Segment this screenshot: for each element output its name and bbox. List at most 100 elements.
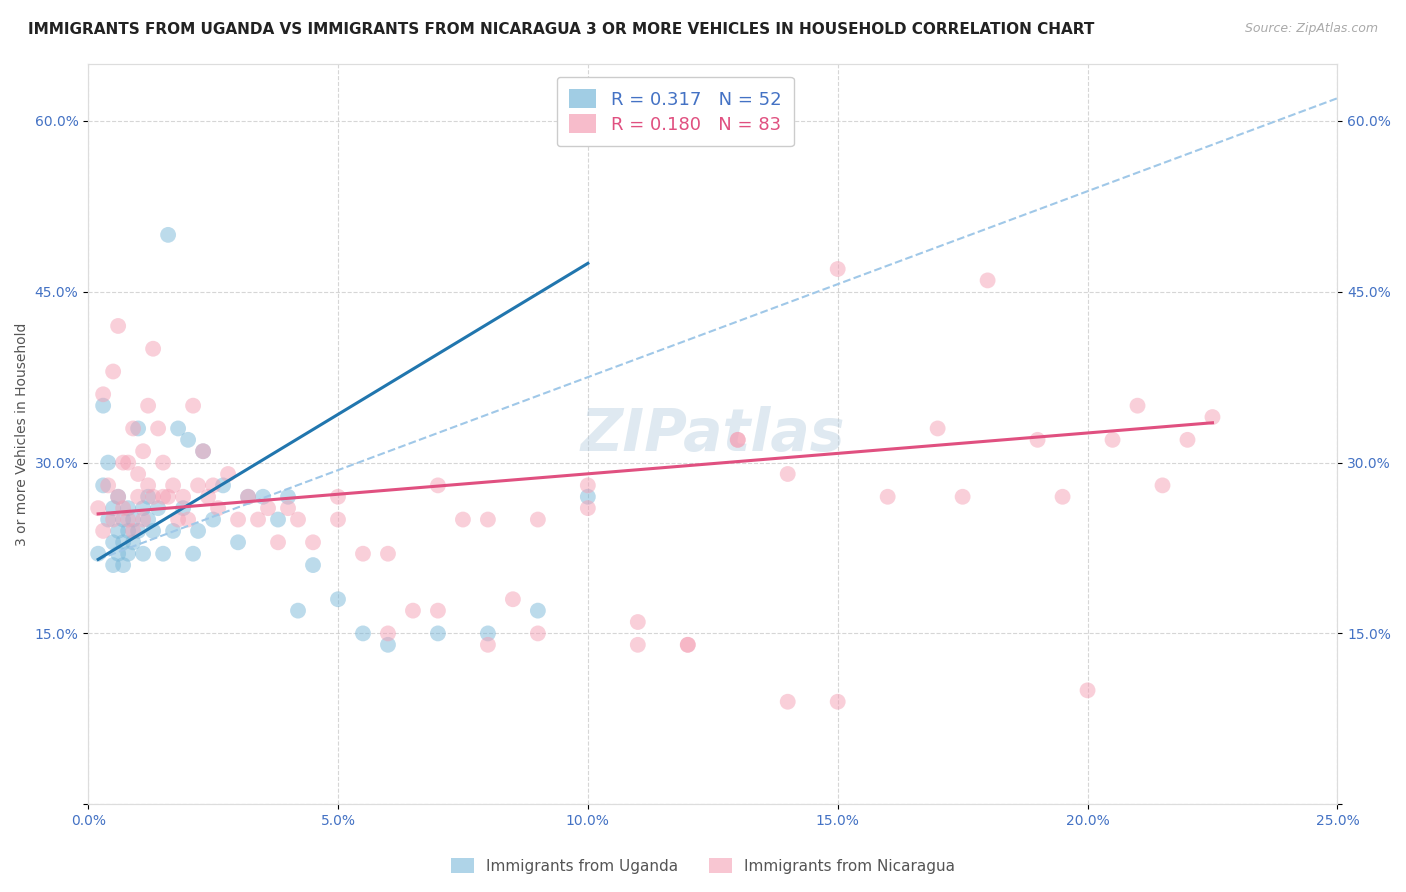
Point [527, 626, 550, 640]
Point [122, 524, 145, 538]
Point [167, 512, 190, 526]
Point [302, 558, 325, 573]
Point [202, 478, 225, 492]
Point [91, 387, 114, 401]
Point [247, 512, 270, 526]
Point [97, 456, 120, 470]
Y-axis label: 3 or more Vehicles in Household: 3 or more Vehicles in Household [15, 322, 30, 546]
Point [132, 501, 155, 516]
Point [117, 524, 139, 538]
Point [1026, 433, 1049, 447]
Point [162, 524, 184, 538]
Legend: R = 0.317   N = 52, R = 0.180   N = 83: R = 0.317 N = 52, R = 0.180 N = 83 [557, 77, 794, 146]
Point [302, 535, 325, 549]
Point [136, 512, 159, 526]
Point [502, 592, 524, 607]
Point [122, 421, 145, 435]
Point [167, 421, 190, 435]
Point [132, 547, 155, 561]
Point [576, 501, 599, 516]
Point [91, 399, 114, 413]
Point [117, 501, 139, 516]
Point [162, 478, 184, 492]
Point [1201, 410, 1223, 425]
Point [101, 501, 124, 516]
Point [112, 558, 135, 573]
Point [87, 501, 110, 516]
Point [426, 626, 449, 640]
Point [97, 478, 120, 492]
Point [152, 490, 174, 504]
Point [676, 638, 699, 652]
Point [727, 433, 749, 447]
Point [402, 604, 425, 618]
Point [117, 456, 139, 470]
Point [117, 547, 139, 561]
Point [101, 512, 124, 526]
Point [1101, 433, 1123, 447]
Point [101, 364, 124, 378]
Point [207, 501, 229, 516]
Point [202, 512, 225, 526]
Point [1052, 490, 1074, 504]
Point [107, 547, 129, 561]
Point [127, 467, 149, 481]
Point [197, 490, 219, 504]
Point [97, 512, 120, 526]
Point [477, 638, 499, 652]
Point [146, 421, 169, 435]
Point [172, 490, 194, 504]
Point [827, 262, 849, 277]
Point [287, 512, 309, 526]
Point [181, 547, 204, 561]
Point [1177, 433, 1199, 447]
Point [132, 444, 155, 458]
Point [157, 227, 180, 242]
Point [326, 512, 349, 526]
Point [187, 524, 209, 538]
Point [326, 490, 349, 504]
Point [112, 456, 135, 470]
Point [212, 478, 235, 492]
Point [187, 478, 209, 492]
Point [152, 456, 174, 470]
Point [127, 421, 149, 435]
Point [177, 512, 200, 526]
Point [107, 524, 129, 538]
Point [776, 695, 799, 709]
Point [112, 535, 135, 549]
Point [226, 512, 249, 526]
Point [152, 547, 174, 561]
Point [976, 273, 998, 287]
Point [136, 478, 159, 492]
Point [181, 399, 204, 413]
Point [377, 626, 399, 640]
Point [112, 501, 135, 516]
Point [172, 501, 194, 516]
Text: IMMIGRANTS FROM UGANDA VS IMMIGRANTS FROM NICARAGUA 3 OR MORE VEHICLES IN HOUSEH: IMMIGRANTS FROM UGANDA VS IMMIGRANTS FRO… [28, 22, 1094, 37]
Legend: Immigrants from Uganda, Immigrants from Nicaragua: Immigrants from Uganda, Immigrants from … [444, 852, 962, 880]
Point [127, 490, 149, 504]
Point [377, 638, 399, 652]
Point [827, 695, 849, 709]
Point [287, 604, 309, 618]
Point [122, 512, 145, 526]
Point [191, 444, 214, 458]
Point [776, 467, 799, 481]
Point [352, 626, 374, 640]
Point [112, 512, 135, 526]
Point [101, 535, 124, 549]
Point [727, 433, 749, 447]
Point [267, 512, 290, 526]
Point [236, 490, 259, 504]
Point [267, 535, 290, 549]
Point [191, 444, 214, 458]
Point [927, 421, 949, 435]
Point [1126, 399, 1149, 413]
Point [117, 512, 139, 526]
Point [136, 490, 159, 504]
Point [107, 318, 129, 333]
Point [352, 547, 374, 561]
Point [1077, 683, 1099, 698]
Point [527, 512, 550, 526]
